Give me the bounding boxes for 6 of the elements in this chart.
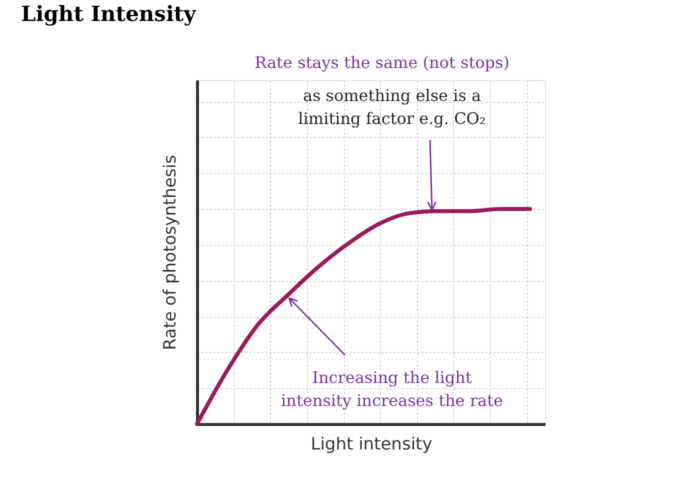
text: Rate stays the same (not stops) — [254, 53, 510, 72]
chart-title: Light Intensity — [21, 1, 197, 26]
y-axis-title: Rate of photosynthesis — [160, 154, 180, 350]
text: as something else is a limiting factor e.g. CO₂ — [298, 86, 486, 128]
annotation: Increasing the light intensity increases the rate — [281, 368, 503, 410]
x-axis-title: Light intensity — [310, 434, 432, 454]
